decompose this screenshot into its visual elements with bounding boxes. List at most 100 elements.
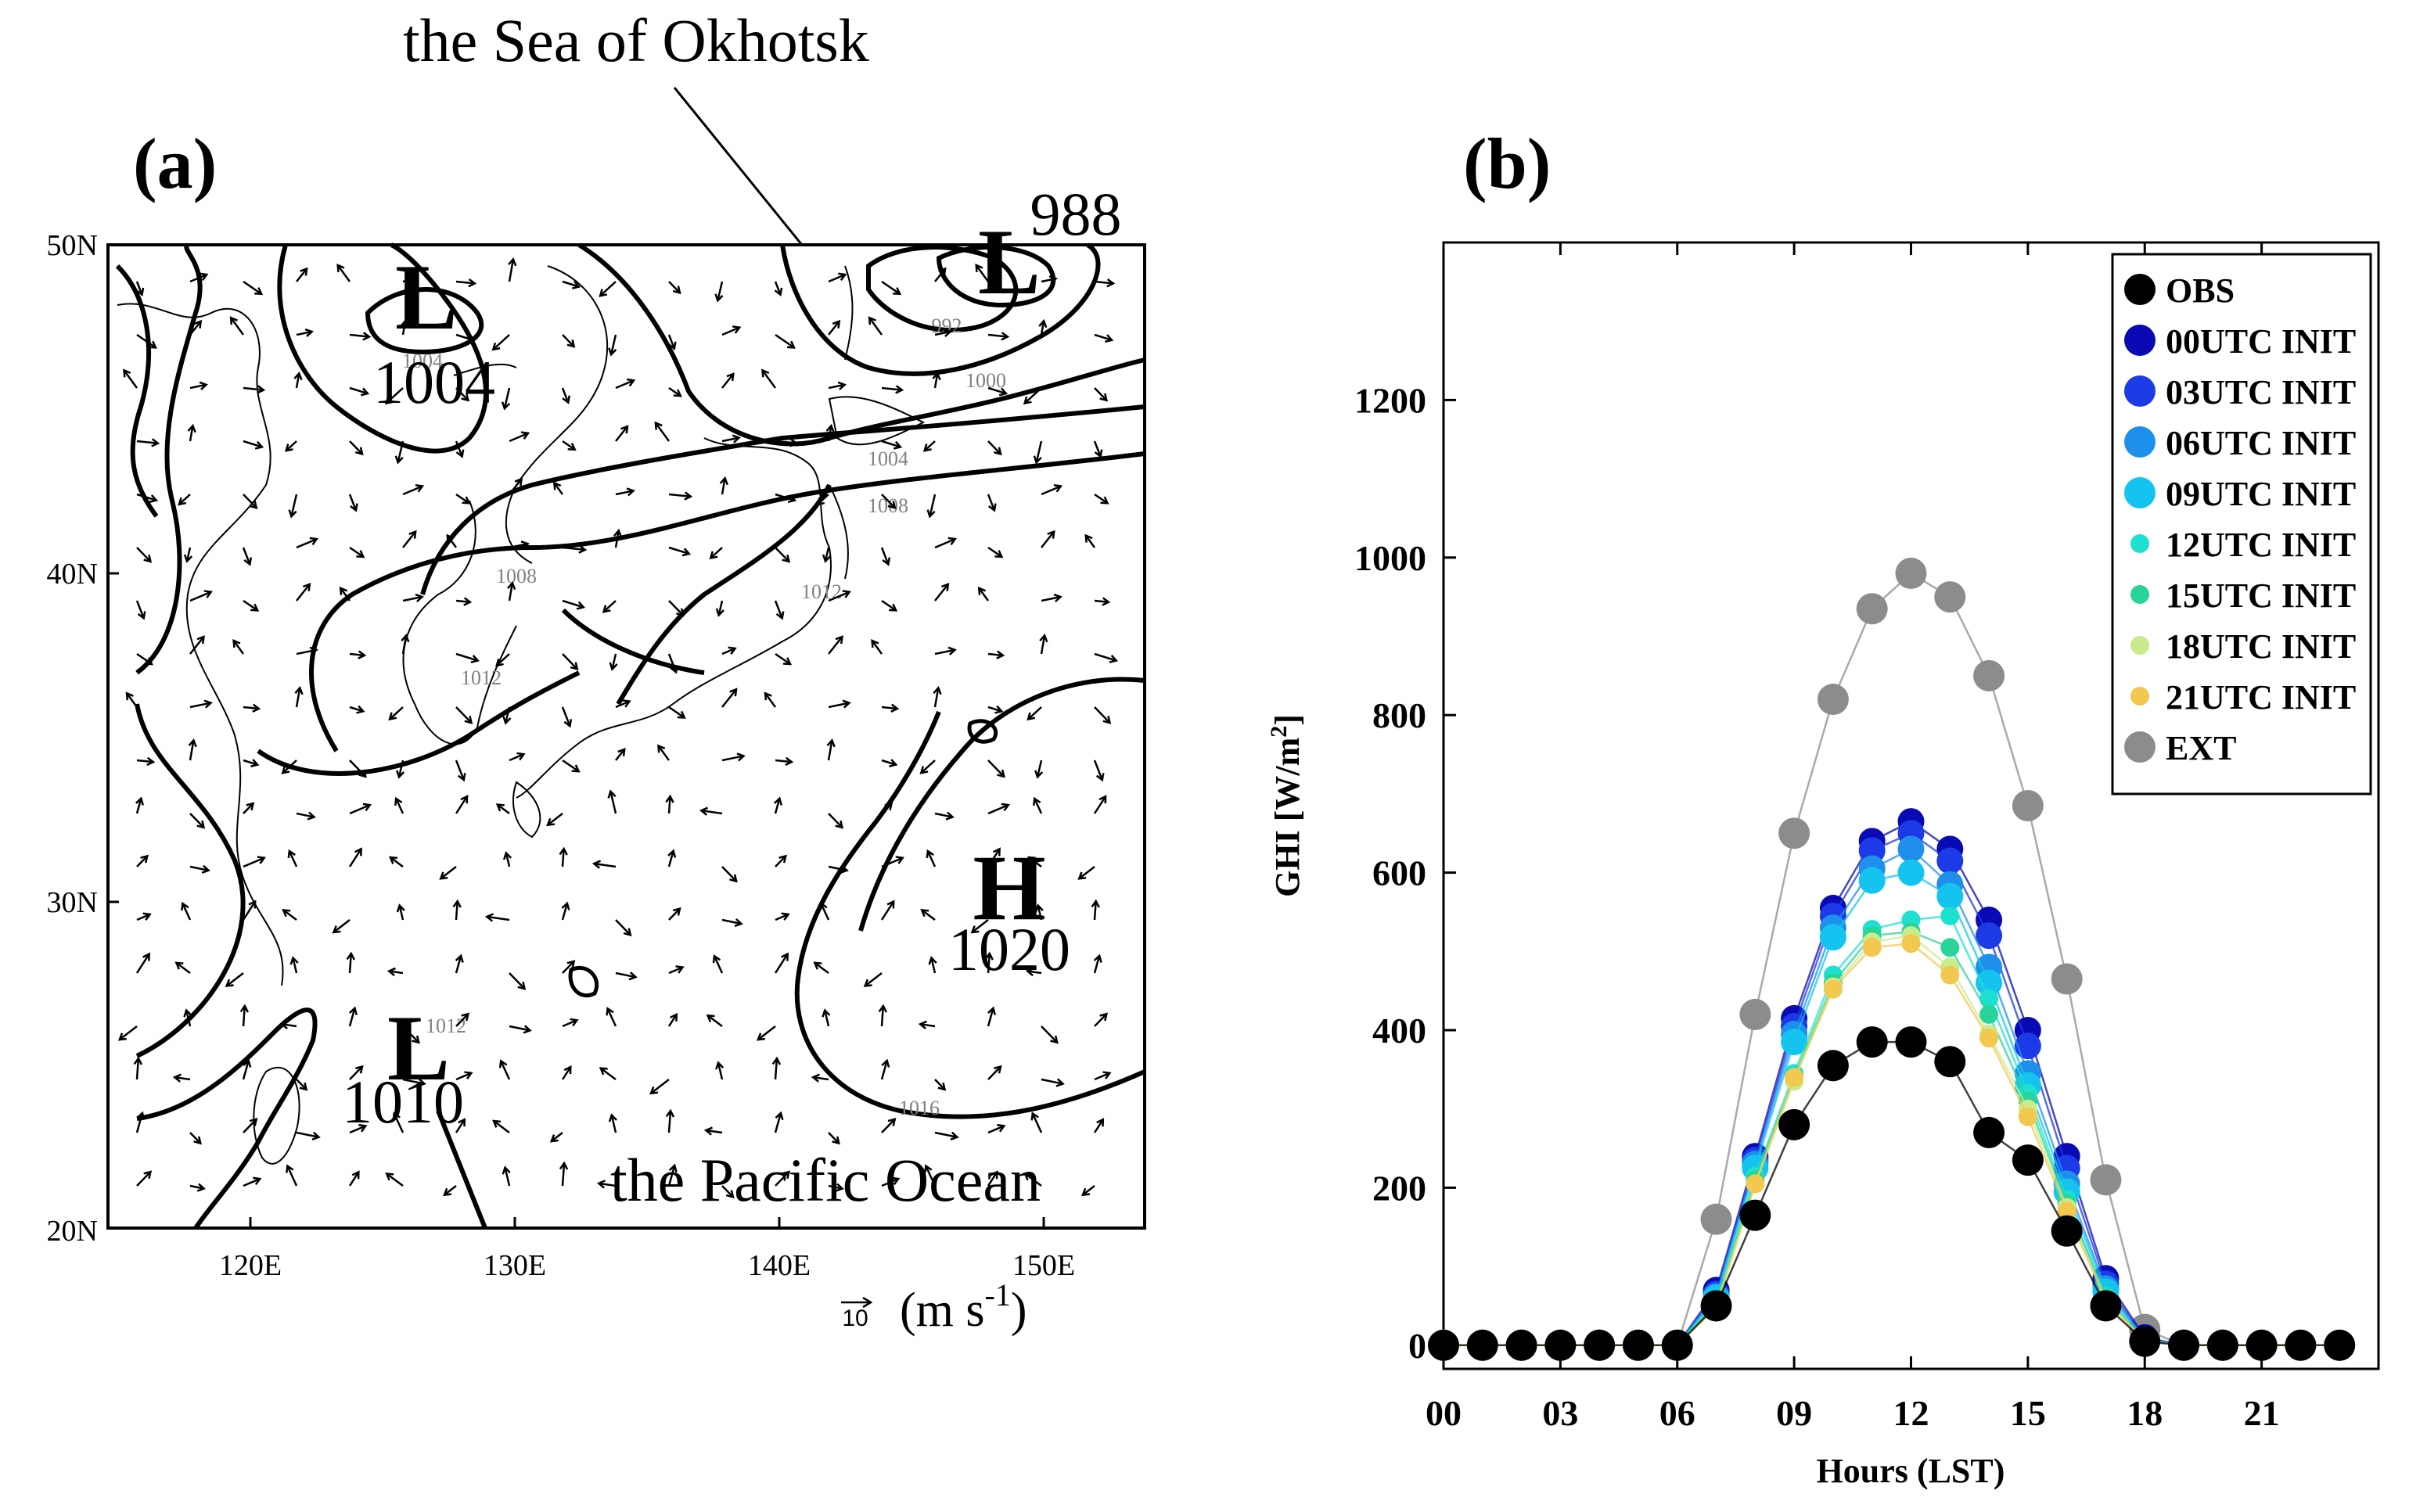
map-frame	[106, 243, 1146, 1230]
wind-arrow	[455, 706, 473, 724]
wind-arrow	[987, 1123, 1006, 1134]
wind-arrow	[552, 481, 564, 495]
pacific-ocean-annotation: the Pacific Ocean	[610, 1146, 1041, 1214]
wind-arrow	[243, 802, 255, 814]
wind-arrow	[881, 494, 897, 509]
data-point	[2012, 1144, 2044, 1176]
x-axis-label: Hours (LST)	[1817, 1452, 2005, 1490]
data-point	[1979, 989, 1999, 1008]
wind-arrow	[452, 899, 462, 921]
wind-arrow	[296, 1131, 321, 1140]
wind-arrow	[826, 738, 836, 761]
x-tick-label: 09	[1776, 1393, 1812, 1433]
wind-arrow	[1084, 533, 1096, 548]
isobar-label: 1016	[899, 1097, 940, 1119]
data-point	[1584, 1329, 1616, 1361]
wind-arrow	[668, 965, 685, 975]
wind-arrow	[561, 706, 573, 728]
data-point	[1862, 938, 1882, 957]
wind-arrow	[987, 494, 997, 512]
series-layer	[1428, 557, 2356, 1361]
wind-arrow	[1034, 903, 1044, 921]
wind-arrow	[721, 752, 746, 762]
wind-arrow	[1041, 593, 1062, 603]
wind-arrow	[1094, 1071, 1112, 1081]
wind-arrow	[561, 387, 571, 404]
data-point	[1823, 979, 1843, 999]
wind-arrow	[242, 1058, 252, 1080]
legend-item: 03UTC INIT	[2124, 373, 2356, 411]
x-tick-label: 00	[1426, 1393, 1462, 1433]
wind-arrow	[721, 1185, 735, 1199]
wind-arrow	[764, 691, 777, 708]
wind-arrow	[348, 847, 362, 867]
x-tick-label: 15	[2010, 1393, 2046, 1433]
high-pressure-letter: H	[973, 835, 1045, 939]
lat-tick-50n: 50N	[47, 229, 98, 262]
wind-arrow	[881, 802, 893, 814]
legend-item: 09UTC INIT	[2124, 475, 2356, 513]
wind-arrow	[668, 706, 686, 719]
legend-marker	[2124, 325, 2156, 356]
y-tick-label: 400	[1372, 1011, 1426, 1050]
wind-arrow	[1041, 1078, 1065, 1087]
isobars	[115, 242, 1146, 1230]
wind-arrow	[281, 760, 297, 774]
wind-arrow	[977, 586, 990, 602]
wind-arrow	[562, 334, 576, 348]
wind-arrow	[1093, 795, 1107, 814]
wind-arrow	[987, 1170, 998, 1187]
wind-arrow	[294, 685, 304, 708]
wind-arrow	[987, 650, 1005, 659]
wind-arrow	[507, 580, 516, 602]
data-point	[1976, 922, 2003, 950]
data-point	[1895, 557, 1927, 589]
wind-arrow	[667, 334, 677, 350]
wind-arrow	[562, 544, 588, 554]
wind-arrow	[495, 803, 510, 815]
wind-arrow	[615, 425, 629, 442]
wind-arrow	[136, 854, 149, 867]
legend-label: 18UTC INIT	[2166, 627, 2356, 666]
wind-arrow	[296, 582, 311, 602]
x-axis: 00 03 06 09 12 15 18 21	[1426, 242, 2280, 1433]
wind-arrow	[549, 1132, 563, 1143]
wind-arrow	[775, 438, 799, 447]
wind-arrow	[591, 860, 617, 869]
wind-arrow	[987, 440, 1002, 456]
wind-arrow	[402, 530, 417, 548]
data-point	[1973, 1116, 2005, 1148]
data-point	[1466, 1329, 1498, 1361]
wind-arrow	[1094, 493, 1109, 505]
wind-arrow	[332, 919, 351, 934]
wind-arrow	[189, 699, 213, 709]
wind-arrow	[293, 371, 303, 389]
data-point	[2018, 1107, 2037, 1126]
wind-arrow	[811, 1073, 829, 1083]
wind-arrow	[181, 901, 192, 921]
legend-label: 09UTC INIT	[2166, 475, 2356, 513]
wind-arrow	[1041, 1025, 1059, 1044]
wind-arrow	[615, 919, 632, 937]
wind-arrow	[189, 813, 206, 829]
data-point	[1936, 847, 1964, 875]
wind-arrow	[599, 281, 617, 297]
wind-arrow	[349, 705, 365, 714]
wind-arrow	[455, 795, 469, 814]
wind-arrow	[881, 280, 902, 296]
wind-arrow	[774, 600, 785, 620]
y-axis: 0 200 400 600 800 1000 1200	[1354, 380, 1456, 1366]
wind-arrow	[183, 547, 193, 563]
wind-arrow	[881, 759, 898, 767]
sea-of-okhotsk-annotation: the Sea of Okhotsk	[403, 6, 869, 74]
wind-arrow	[615, 487, 635, 497]
wind-arrow	[282, 908, 297, 921]
wind-arrow	[668, 907, 681, 921]
wind-arrow	[828, 699, 851, 709]
data-point	[1976, 969, 2003, 997]
wind-arrow	[714, 281, 724, 303]
data-point	[2057, 1201, 2076, 1221]
wind-arrow	[771, 1056, 782, 1080]
synoptic-map: (a) the Sea of Okhotsk 50N 40N 30N 20N 1…	[47, 6, 1146, 1337]
wind-arrow	[828, 864, 849, 874]
